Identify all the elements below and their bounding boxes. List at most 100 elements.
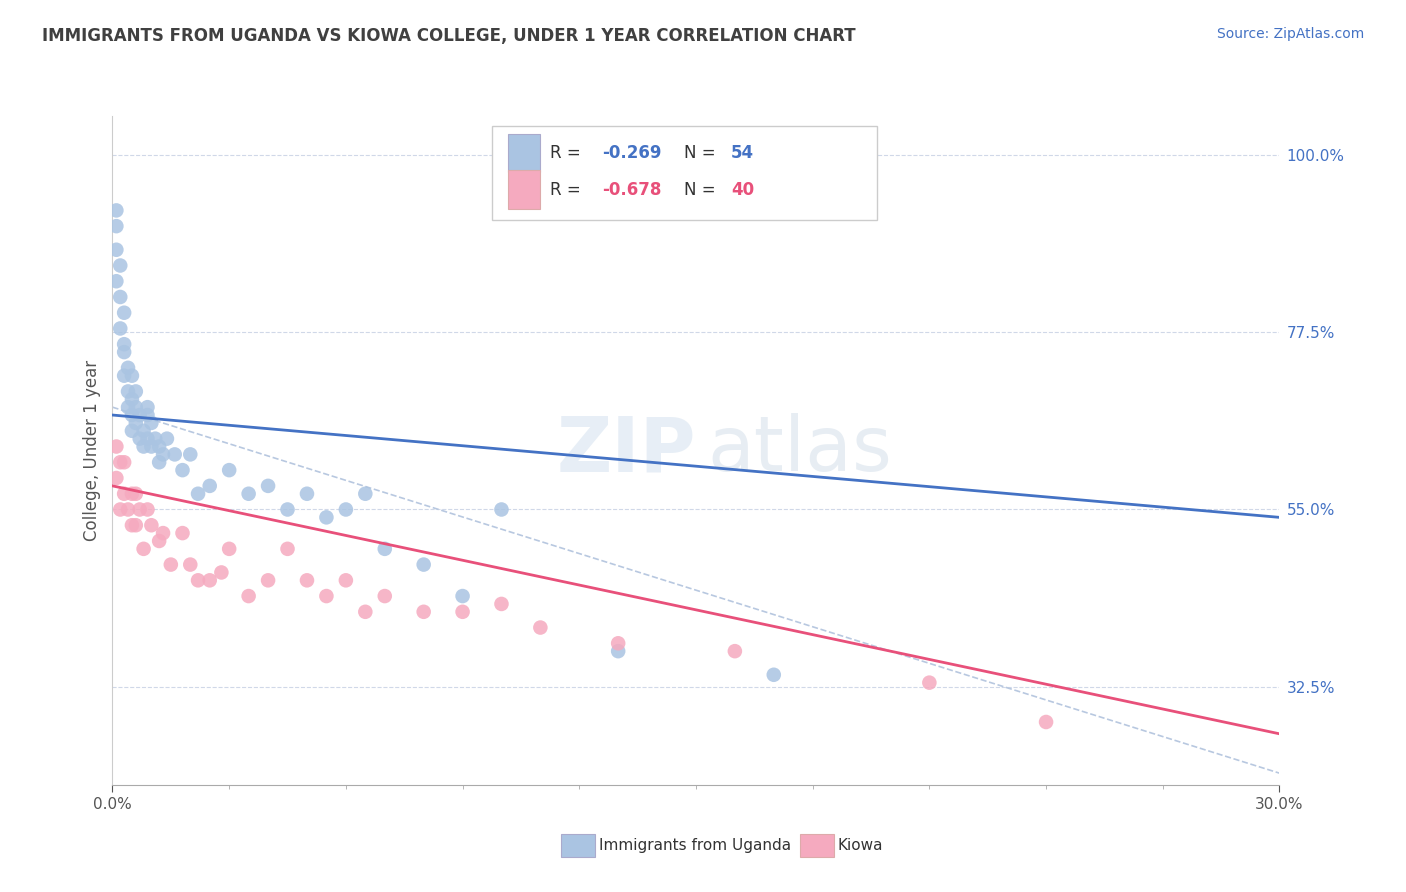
Text: atlas: atlas [707,414,893,487]
Point [335,574,357,588]
Point [125,518,148,533]
Point [141,416,163,430]
Point [198,574,221,588]
Point [132,541,155,556]
Point [105,243,128,257]
Point [451,605,474,619]
Point [125,416,148,430]
Point [143,432,166,446]
Text: -0.269: -0.269 [603,144,662,161]
Point [163,447,186,461]
FancyBboxPatch shape [492,126,877,219]
Point [136,502,159,516]
Text: 40: 40 [731,180,754,199]
Point [335,502,357,516]
Point [112,455,135,469]
Point [257,479,280,493]
Point [187,487,209,501]
FancyBboxPatch shape [508,170,540,209]
Point [105,440,128,454]
Point [112,306,135,320]
Point [117,400,139,414]
Point [141,518,163,533]
Point [128,502,150,516]
Point [179,558,201,572]
Point [354,605,377,619]
Point [105,471,128,485]
Point [1035,714,1057,729]
Point [148,533,170,548]
Point [209,566,232,580]
Text: R =: R = [550,180,586,199]
Text: Immigrants from Uganda: Immigrants from Uganda [599,838,792,853]
Point [125,487,148,501]
Point [121,487,143,501]
Point [112,487,135,501]
Point [491,502,513,516]
Point [128,432,150,446]
Point [276,541,298,556]
Point [276,502,298,516]
Point [607,636,630,650]
Point [152,526,174,541]
Point [218,541,240,556]
Point [117,360,139,375]
Point [125,400,148,414]
Point [374,541,396,556]
Point [238,589,260,603]
Point [110,259,132,273]
Text: 54: 54 [731,144,754,161]
FancyBboxPatch shape [508,134,540,172]
Point [354,487,377,501]
Point [187,574,209,588]
Point [160,558,183,572]
Text: N =: N = [685,144,721,161]
Point [374,589,396,603]
Point [132,440,155,454]
Point [152,447,174,461]
Point [218,463,240,477]
Point [105,274,128,288]
Point [121,408,143,422]
Point [315,589,337,603]
Point [412,558,434,572]
Point [110,455,132,469]
Point [121,424,143,438]
Point [105,203,128,218]
Point [110,321,132,335]
Point [762,667,785,681]
Point [295,487,318,501]
Point [156,432,179,446]
Point [315,510,337,524]
Text: IMMIGRANTS FROM UGANDA VS KIOWA COLLEGE, UNDER 1 YEAR CORRELATION CHART: IMMIGRANTS FROM UGANDA VS KIOWA COLLEGE,… [42,27,856,45]
Point [121,368,143,383]
Point [257,574,280,588]
Text: Source: ZipAtlas.com: Source: ZipAtlas.com [1216,27,1364,41]
Point [117,384,139,399]
Point [132,424,155,438]
Point [117,502,139,516]
Point [148,440,170,454]
Point [121,518,143,533]
Point [451,589,474,603]
Point [172,526,194,541]
Text: N =: N = [685,180,721,199]
Point [724,644,747,658]
Point [110,502,132,516]
Point [172,463,194,477]
Point [607,644,630,658]
Point [110,290,132,304]
Text: -0.678: -0.678 [603,180,662,199]
Point [491,597,513,611]
Y-axis label: College, Under 1 year: College, Under 1 year [83,359,101,541]
Point [112,345,135,359]
Point [198,479,221,493]
Point [148,455,170,469]
Point [238,487,260,501]
Point [112,337,135,351]
Point [136,432,159,446]
Text: Kiowa: Kiowa [838,838,883,853]
Point [128,408,150,422]
Point [141,440,163,454]
Point [179,447,201,461]
